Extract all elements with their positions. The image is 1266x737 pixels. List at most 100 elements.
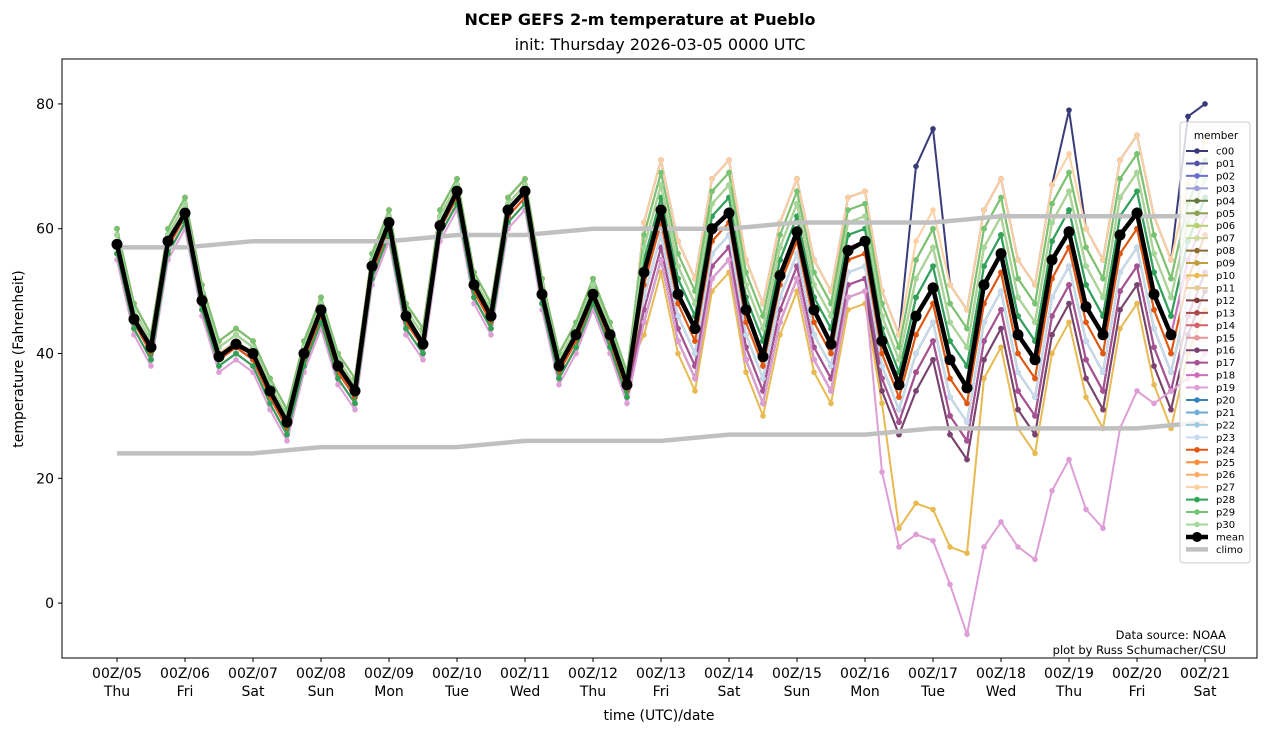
mean-point — [417, 338, 429, 350]
member-point-p23 — [1015, 369, 1021, 376]
member-point-p27 — [794, 176, 800, 182]
legend-item-p18: p18 — [1186, 371, 1235, 382]
member-point-p28 — [1168, 313, 1174, 319]
member-point-p28 — [420, 350, 426, 357]
member-point-c00 — [930, 126, 936, 132]
member-point-p19 — [471, 300, 477, 307]
mean-point — [570, 329, 582, 341]
member-point-p29 — [1015, 275, 1021, 282]
member-point-p19 — [964, 631, 970, 638]
data-source-credit: Data source: NOAA — [1116, 628, 1226, 642]
member-point-p27 — [709, 176, 715, 182]
member-point-p23 — [930, 319, 936, 326]
mean-point — [587, 288, 599, 300]
y-tick-label: 20 — [36, 471, 54, 487]
legend-item-p07: p07 — [1186, 234, 1235, 245]
member-point-p19 — [1100, 525, 1106, 532]
mean-point — [247, 348, 259, 360]
member-point-p19 — [352, 406, 358, 413]
x-tick-day-label: Fri — [177, 684, 194, 700]
legend-marker — [1194, 198, 1200, 204]
member-point-p10 — [913, 500, 919, 507]
member-point-p17 — [998, 307, 1004, 313]
member-point-p19 — [624, 400, 630, 407]
legend-marker — [1194, 471, 1200, 478]
member-point-p28 — [1151, 269, 1157, 276]
member-point-p28 — [352, 400, 358, 407]
legend-label: p23 — [1216, 433, 1235, 444]
mean-point — [859, 235, 871, 247]
legend-marker — [1194, 521, 1200, 528]
x-tick-label: 00Z/14 — [704, 666, 754, 682]
member-point-p24 — [1151, 307, 1157, 313]
member-point-p29 — [1168, 275, 1174, 282]
member-point-p10 — [675, 350, 681, 357]
legend-label: p12 — [1216, 296, 1235, 307]
member-point-p30 — [794, 200, 800, 207]
member-point-p19 — [233, 356, 239, 363]
member-point-p16 — [1117, 307, 1123, 313]
member-point-p30 — [590, 282, 596, 288]
x-tick-day-label: Wed — [510, 684, 541, 700]
member-point-p28 — [148, 356, 154, 363]
member-point-p30 — [981, 244, 987, 251]
y-axis-label: temperature (Fahrenheit) — [11, 270, 27, 447]
member-point-p27 — [1015, 257, 1021, 263]
legend-label: p01 — [1216, 159, 1235, 170]
member-point-p29 — [964, 325, 970, 332]
legend-marker — [1194, 222, 1200, 229]
member-point-p28 — [1049, 238, 1055, 244]
member-point-p10 — [828, 400, 834, 407]
legend-marker — [1194, 173, 1200, 179]
mean-point — [281, 416, 293, 428]
legend-label: p22 — [1216, 420, 1235, 431]
member-point-p10 — [1049, 350, 1055, 357]
member-point-p27 — [1032, 282, 1038, 288]
member-point-p19 — [879, 469, 885, 475]
member-point-p19 — [420, 356, 426, 363]
legend-marker — [1194, 285, 1200, 291]
mean-point — [723, 207, 735, 219]
member-point-p29 — [913, 257, 919, 263]
legend-label: p18 — [1216, 371, 1235, 382]
member-point-p19 — [1066, 456, 1072, 463]
member-point-p23 — [964, 419, 970, 425]
legend-marker — [1194, 210, 1200, 217]
x-tick-day-label: Mon — [850, 684, 880, 700]
mean-point — [910, 310, 922, 322]
legend-item-p02: p02 — [1186, 171, 1235, 182]
member-point-p16 — [913, 388, 919, 394]
member-point-p29 — [386, 207, 392, 213]
legend-item-p26: p26 — [1186, 470, 1235, 481]
member-point-p19 — [828, 388, 834, 394]
mean-point — [740, 304, 752, 316]
mean-point — [995, 248, 1007, 260]
legend-item-p03: p03 — [1186, 184, 1235, 195]
legend-marker — [1194, 397, 1200, 403]
legend-item-p09: p09 — [1186, 259, 1235, 270]
member-point-p28 — [131, 325, 137, 332]
legend-label: p11 — [1216, 283, 1235, 294]
member-point-p17 — [1100, 388, 1106, 394]
legend-marker — [1194, 310, 1200, 316]
member-point-p19 — [658, 257, 664, 263]
member-point-p16 — [1066, 300, 1072, 307]
legend-marker — [1194, 322, 1200, 329]
member-point-p23 — [675, 313, 681, 319]
series-p25 — [114, 151, 1208, 413]
member-point-p10 — [1032, 450, 1038, 457]
x-tick-day-label: Tue — [920, 684, 945, 700]
member-point-p10 — [743, 369, 749, 376]
member-point-p19 — [284, 438, 290, 444]
legend-marker — [1194, 496, 1200, 503]
mean-point — [1046, 254, 1058, 266]
member-point-p10 — [930, 506, 936, 513]
member-point-p19 — [1032, 556, 1038, 563]
member-point-p30 — [964, 344, 970, 351]
series-layer — [111, 101, 1208, 639]
member-point-p30 — [692, 300, 698, 307]
legend-label: p10 — [1216, 271, 1235, 282]
member-point-p24 — [964, 400, 970, 407]
member-point-p27 — [862, 188, 868, 195]
member-point-p10 — [947, 544, 953, 550]
